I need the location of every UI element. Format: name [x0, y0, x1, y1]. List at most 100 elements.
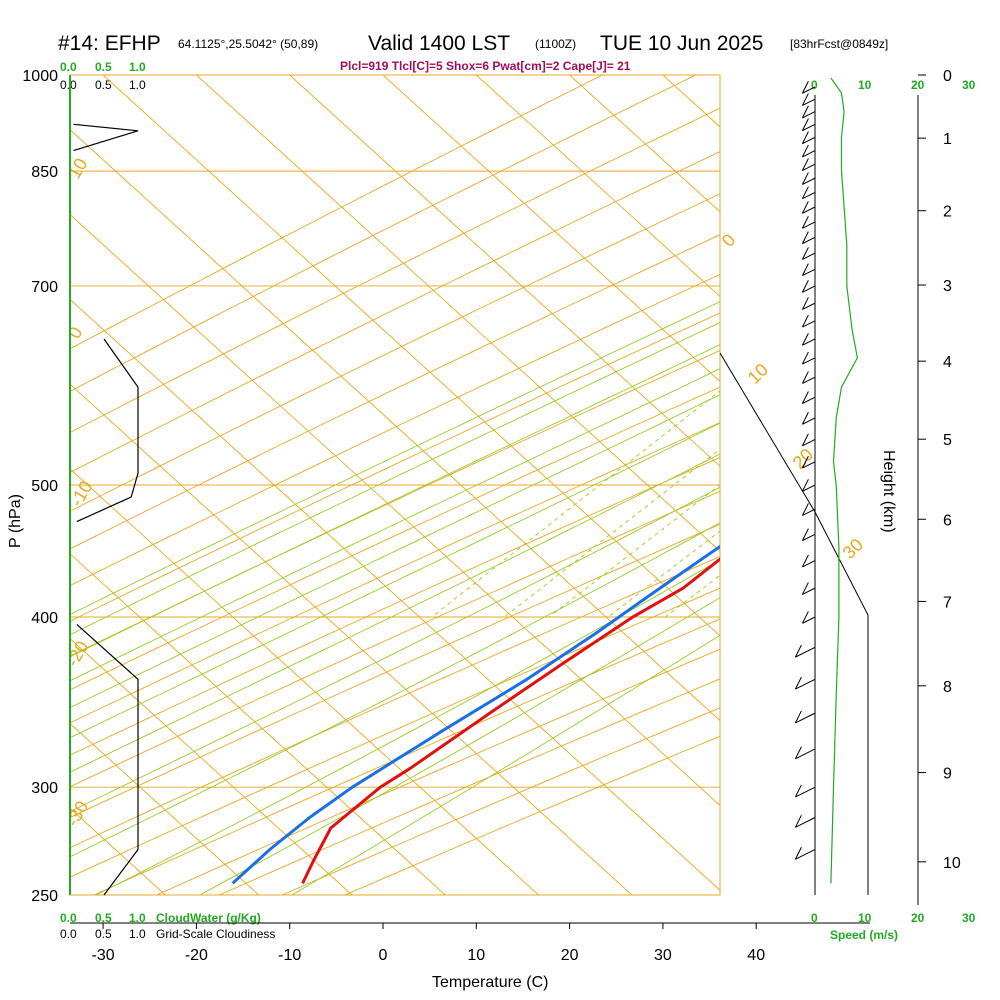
- moist-adiabat-line: [70, 344, 720, 658]
- wind-barb: [802, 236, 816, 245]
- y-axis-label: P (hPa): [7, 494, 24, 548]
- moist-adiabat-line: [70, 422, 720, 739]
- isotherm-line: [289, 75, 720, 467]
- wind-barb: [802, 396, 816, 404]
- cloud-scale-bottom-green-2: 1.0: [129, 911, 146, 925]
- mixing-ratio-line: [548, 484, 720, 618]
- cloudiness-line-lower: [73, 123, 139, 152]
- wind-barb: [802, 508, 816, 516]
- height-tick-label: 10: [943, 855, 961, 872]
- speed-axis-label: Speed (m/s): [830, 928, 898, 942]
- dry-adiabat-line: [92, 618, 720, 895]
- isotherm-line: [70, 638, 353, 895]
- dry-adiabat-line: [70, 556, 720, 849]
- wind-barb-flag: [794, 815, 802, 828]
- axis-ticks: -30 -20 -10 0 10 20 30 402503004005007008501000…: [22, 68, 960, 964]
- wind-barb-flag: [801, 247, 809, 260]
- x-tick-label: 10: [467, 947, 485, 964]
- dry-adiabat-line: [70, 151, 720, 473]
- wind-barb: [802, 484, 816, 492]
- moist-adiabat-line: [70, 453, 720, 773]
- wind-barb-flag: [794, 710, 802, 724]
- wind-barb-flag: [794, 784, 802, 798]
- wind-barb: [795, 849, 816, 860]
- dry-adiabat-line: [70, 456, 720, 756]
- isotherm-label: 10: [64, 155, 91, 182]
- wind-barb-flag: [801, 528, 809, 541]
- wind-barb: [802, 268, 816, 277]
- wind-barb: [802, 560, 816, 568]
- wind-barb: [802, 302, 816, 310]
- wind-barb-flag: [794, 644, 802, 658]
- plot-frame: [69, 74, 919, 924]
- cloud-scale-top-green-2: 1.0: [129, 60, 146, 74]
- valid-time: Valid 1400 LST: [368, 32, 510, 55]
- dry-adiabat-line: [70, 273, 720, 587]
- wind-barb: [802, 417, 816, 425]
- wind-barb: [802, 86, 816, 94]
- wind-barb: [802, 177, 816, 185]
- pressure-tick-label: 300: [31, 780, 58, 797]
- wind-barb-flag: [801, 503, 809, 516]
- isotherm-label: 30: [839, 535, 867, 563]
- wind-barb-flag: [801, 333, 809, 346]
- wind-barb: [802, 221, 816, 229]
- moist-adiabat-line: [199, 597, 720, 895]
- wind-barb-flag: [801, 314, 809, 328]
- mixing-ratio-line: [504, 448, 720, 618]
- mixing-ratio-line: [665, 574, 720, 618]
- cloudwater-label: CloudWater (g/Kg): [156, 911, 261, 925]
- wind-barb-flag: [801, 105, 809, 119]
- wind-barb: [802, 150, 816, 158]
- cloud-scale-bottom-green-0: 0.0: [60, 911, 77, 925]
- wind-barb-flag: [801, 81, 809, 94]
- pressure-tick-label: 500: [31, 478, 58, 495]
- x-tick-label: 0: [379, 947, 388, 964]
- pressure-tick-label: 400: [31, 610, 58, 627]
- wind-barb-flag: [801, 172, 809, 185]
- cloudiness-profile: [73, 123, 139, 896]
- wind-barb-flag: [801, 158, 809, 171]
- temperature-line: [301, 557, 720, 884]
- wind-barb: [802, 191, 816, 200]
- cloud-scale-bottom: 0.0 0.5 1.0 CloudWater (g/Kg) 0.0 0.5 1.…: [60, 911, 275, 941]
- sounding-series: [231, 544, 720, 885]
- dry-adiabat-line: [70, 422, 720, 724]
- wind-barb-flag: [801, 351, 809, 365]
- dry-adiabat-line: [70, 523, 720, 819]
- wind-barb-flag: [801, 455, 809, 469]
- speed-scale-top: 0 10 20 30: [811, 78, 976, 92]
- height-tick-label: 5: [943, 432, 952, 449]
- dry-adiabat-line: [70, 386, 720, 691]
- wind-barb-flag: [801, 93, 809, 106]
- dry-adiabat-line: [70, 350, 720, 657]
- wind-barb-flag: [794, 847, 802, 860]
- speed-top-2: 20: [911, 78, 925, 92]
- dry-adiabat-line: [70, 75, 697, 392]
- isotherm-line: [850, 75, 1000, 895]
- wind-barb-flag: [801, 391, 809, 404]
- wind-speed-line: [830, 77, 859, 884]
- cloud-scale-top-black-2: 1.0: [129, 78, 146, 92]
- cloud-scale-bottom-black-0: 0.0: [60, 927, 77, 941]
- wind-barb-flag: [801, 263, 809, 276]
- x-tick-label: 30: [654, 947, 672, 964]
- x-tick-label: 40: [747, 947, 765, 964]
- x-tick-label: -20: [185, 947, 208, 964]
- isotherm-line: [382, 75, 720, 382]
- pressure-tick-label: 1000: [22, 68, 58, 85]
- wind-panel-boundary: [719, 352, 869, 895]
- wind-barb: [802, 461, 816, 469]
- forecast-run: [83hrFcst@0849z]: [790, 37, 888, 51]
- dry-adiabat-line: [155, 648, 720, 895]
- speed-top-3: 30: [962, 78, 976, 92]
- wind-barb: [802, 206, 816, 214]
- isotherm-label: -20: [62, 637, 92, 670]
- moist-adiabat-line: [70, 486, 720, 813]
- x-tick-label: -30: [92, 947, 115, 964]
- wind-barb: [802, 533, 816, 542]
- wind-barb: [802, 163, 816, 171]
- wind-barb: [802, 111, 816, 119]
- x-axis-label: Temperature (C): [432, 974, 548, 991]
- station-title: #14: EFHP: [58, 32, 161, 55]
